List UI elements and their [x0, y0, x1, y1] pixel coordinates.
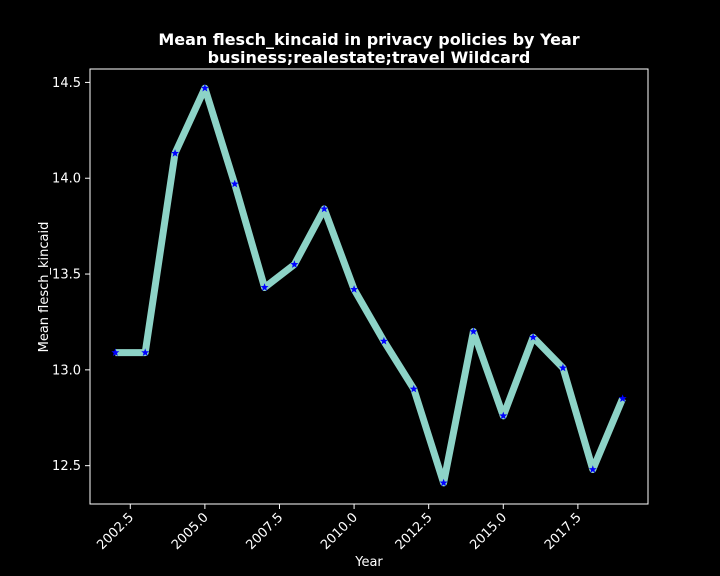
x-tick-label: 2012.5: [393, 510, 436, 553]
data-point-marker: [141, 348, 150, 357]
y-axis-label: Mean flesch_kincaid: [37, 222, 52, 353]
data-point-marker: [558, 363, 567, 372]
data-point-marker: [618, 394, 627, 402]
data-point-marker: [171, 149, 180, 157]
data-point-marker: [499, 411, 508, 420]
x-tick-label: 2007.5: [244, 510, 287, 553]
x-tick-label: 2002.5: [94, 510, 137, 553]
plot-frame: [89, 68, 649, 505]
y-tick-label: 14.5: [52, 76, 81, 91]
x-tick-label: 2017.5: [542, 510, 585, 553]
chart-title: Mean flesch_kincaid in privacy policies …: [158, 30, 579, 49]
x-tick-label: 2015.0: [467, 510, 510, 553]
chart-subtitle: business;realestate;travel Wildcard: [208, 48, 531, 67]
data-point-marker: [529, 333, 538, 341]
x-tick-label: 2005.0: [169, 510, 212, 553]
data-point-marker: [469, 327, 478, 335]
data-point-marker: [200, 83, 209, 92]
data-point-marker: [409, 384, 418, 393]
data-point-marker: [230, 179, 239, 188]
y-tick-label: 13.0: [52, 363, 81, 378]
data-point-marker: [350, 285, 359, 293]
data-point-marker: [260, 283, 269, 291]
data-point-marker: [439, 478, 448, 487]
data-point-marker: [290, 260, 299, 268]
data-point-marker: [320, 204, 329, 213]
y-tick-label: 12.5: [52, 459, 81, 474]
data-point-marker: [111, 348, 120, 357]
data-point-marker: [379, 336, 388, 345]
data-point-marker: [588, 465, 597, 473]
y-tick-label: 13.5: [52, 268, 81, 283]
x-axis-label: Year: [354, 555, 383, 570]
x-tick-label: 2010.0: [318, 510, 361, 553]
y-tick-label: 14.0: [52, 172, 81, 187]
series-line: [115, 84, 626, 487]
